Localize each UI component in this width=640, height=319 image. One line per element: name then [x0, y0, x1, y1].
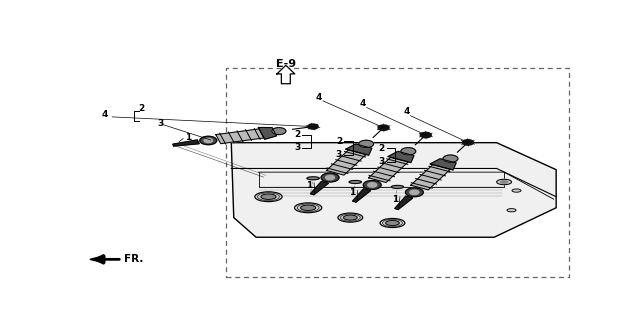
Text: 3: 3 [157, 119, 163, 128]
Ellipse shape [358, 140, 374, 148]
Polygon shape [310, 182, 328, 195]
Polygon shape [231, 143, 556, 237]
Polygon shape [259, 128, 276, 139]
Ellipse shape [420, 132, 431, 138]
Ellipse shape [463, 140, 474, 145]
Text: 3: 3 [378, 157, 385, 166]
Text: 1: 1 [392, 195, 398, 204]
Ellipse shape [204, 138, 212, 143]
Text: 2: 2 [138, 104, 144, 113]
Ellipse shape [326, 175, 335, 180]
Text: 2: 2 [294, 130, 300, 139]
Text: E-9: E-9 [276, 59, 296, 69]
Ellipse shape [261, 194, 276, 199]
Text: FR.: FR. [124, 254, 143, 264]
Ellipse shape [344, 215, 357, 220]
Polygon shape [277, 65, 295, 84]
Ellipse shape [378, 125, 389, 130]
Text: 2: 2 [378, 144, 385, 153]
Ellipse shape [301, 205, 316, 211]
Ellipse shape [386, 220, 399, 226]
Polygon shape [216, 129, 264, 144]
Ellipse shape [406, 188, 423, 197]
Ellipse shape [200, 136, 217, 145]
Ellipse shape [307, 177, 319, 180]
Ellipse shape [364, 181, 381, 189]
Text: 3: 3 [336, 150, 342, 159]
Ellipse shape [308, 124, 318, 129]
Ellipse shape [338, 213, 363, 222]
Ellipse shape [500, 181, 508, 183]
Polygon shape [411, 165, 451, 190]
Ellipse shape [349, 181, 362, 183]
Text: 4: 4 [360, 99, 366, 108]
Polygon shape [346, 144, 372, 155]
Ellipse shape [512, 189, 521, 192]
Ellipse shape [507, 209, 516, 212]
Ellipse shape [368, 183, 377, 187]
Ellipse shape [391, 185, 404, 188]
Polygon shape [369, 157, 408, 182]
Polygon shape [388, 152, 414, 163]
Ellipse shape [443, 155, 458, 162]
Polygon shape [90, 256, 105, 263]
Polygon shape [430, 159, 456, 170]
Ellipse shape [321, 173, 339, 182]
Ellipse shape [294, 203, 322, 213]
Polygon shape [173, 140, 199, 146]
Text: 1: 1 [185, 133, 191, 142]
Text: 2: 2 [336, 137, 342, 146]
Text: 4: 4 [102, 110, 108, 119]
Polygon shape [353, 189, 371, 202]
Polygon shape [395, 196, 413, 210]
Ellipse shape [401, 148, 416, 155]
Ellipse shape [272, 128, 286, 135]
Text: 1: 1 [306, 181, 312, 190]
Ellipse shape [410, 190, 419, 195]
Polygon shape [326, 150, 366, 175]
Ellipse shape [380, 219, 405, 227]
Text: 1: 1 [349, 188, 355, 197]
Text: 3: 3 [294, 143, 300, 152]
Text: 4: 4 [403, 108, 410, 116]
Ellipse shape [255, 192, 282, 202]
Ellipse shape [497, 179, 511, 185]
Text: 4: 4 [316, 93, 323, 102]
